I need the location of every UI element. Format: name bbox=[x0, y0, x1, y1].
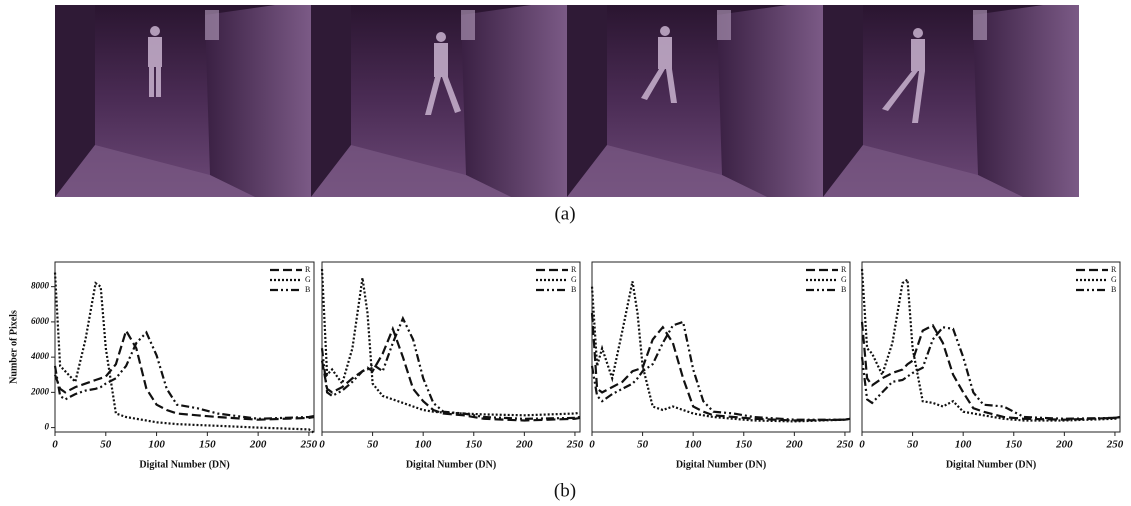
y-tick-label: 8000 bbox=[31, 281, 50, 291]
x-tick-label: 200 bbox=[1055, 439, 1073, 451]
legend-label: R bbox=[571, 265, 577, 274]
legend-label: G bbox=[841, 275, 847, 284]
x-tick-label: 200 bbox=[515, 439, 533, 451]
x-tick-label: 100 bbox=[148, 439, 165, 451]
x-tick-label: 0 bbox=[52, 439, 58, 451]
photo bbox=[567, 5, 823, 197]
plot-frame bbox=[54, 261, 315, 433]
x-axis-label: Digital Number (DN) bbox=[406, 459, 496, 470]
photo bbox=[823, 5, 1079, 197]
x-tick-label: 100 bbox=[685, 439, 702, 451]
plot-frame bbox=[321, 261, 581, 433]
caption: (b) bbox=[554, 480, 576, 501]
x-tick-label: 50 bbox=[367, 439, 379, 451]
x-tick-label: 250 bbox=[566, 439, 584, 451]
series-line bbox=[590, 313, 851, 422]
x-tick-label: 150 bbox=[466, 439, 483, 451]
legend-label: B bbox=[305, 285, 310, 294]
x-tick-label: 50 bbox=[100, 439, 112, 451]
series-line bbox=[53, 272, 315, 434]
series-line bbox=[590, 281, 851, 423]
plot-frame bbox=[591, 261, 851, 433]
series-line bbox=[53, 327, 315, 421]
x-tick-label: 200 bbox=[785, 439, 803, 451]
legend-label: B bbox=[841, 285, 846, 294]
photo bbox=[311, 5, 567, 197]
y-tick-label: 4000 bbox=[30, 351, 50, 361]
legend-label: B bbox=[1111, 285, 1116, 294]
legend-label: R bbox=[305, 265, 311, 274]
x-tick-label: 200 bbox=[249, 439, 267, 451]
x-tick-label: 100 bbox=[955, 439, 972, 451]
y-axis-label: Number of Pixels bbox=[8, 310, 19, 384]
series-line bbox=[860, 268, 1121, 422]
photo-panels bbox=[55, 5, 1079, 197]
legend-label: G bbox=[305, 275, 311, 284]
legend-label: R bbox=[841, 265, 847, 274]
x-tick-label: 250 bbox=[836, 439, 854, 451]
x-tick-label: 250 bbox=[300, 439, 318, 451]
chart: 0 50 100 150 200 250 Digital Number (DN) RGB bbox=[859, 261, 1124, 470]
x-tick-label: 50 bbox=[637, 439, 649, 451]
series-line bbox=[320, 325, 581, 422]
caption: (a) bbox=[554, 203, 575, 224]
legend-label: R bbox=[1111, 265, 1117, 274]
chart: 0 50 100 150 200 250 Digital Number (DN) RGB bbox=[589, 261, 854, 470]
x-axis-label: Digital Number (DN) bbox=[676, 459, 766, 470]
x-tick-label: 0 bbox=[319, 439, 325, 451]
legend-label: G bbox=[1111, 275, 1117, 284]
legend-label: G bbox=[571, 275, 577, 284]
series-line bbox=[320, 268, 581, 417]
x-tick-label: 150 bbox=[1006, 439, 1023, 451]
series-line bbox=[320, 315, 581, 420]
series-line bbox=[53, 330, 315, 420]
series-line bbox=[860, 321, 1121, 421]
plot-frame bbox=[861, 261, 1121, 433]
series-line bbox=[590, 320, 851, 421]
x-axis-label: Digital Number (DN) bbox=[139, 459, 229, 470]
x-axis-label: Digital Number (DN) bbox=[946, 459, 1036, 470]
y-tick-label: 0 bbox=[45, 422, 50, 432]
chart: 0 50 100 150 200 250 Digital Number (DN) RGB bbox=[319, 261, 584, 470]
x-tick-label: 50 bbox=[907, 439, 919, 451]
x-tick-label: 150 bbox=[199, 439, 216, 451]
y-tick-label: 6000 bbox=[31, 316, 50, 326]
photo bbox=[55, 5, 311, 197]
x-tick-label: 150 bbox=[736, 439, 753, 451]
y-tick-label: 2000 bbox=[30, 386, 50, 396]
x-tick-label: 0 bbox=[859, 439, 865, 451]
series-line bbox=[860, 326, 1121, 420]
x-tick-label: 250 bbox=[1106, 439, 1124, 451]
x-tick-label: 0 bbox=[589, 439, 595, 451]
x-tick-label: 100 bbox=[415, 439, 432, 451]
chart: 0 50 100 150 200 250 0 2000 4000 6000 8000 Digital … bbox=[8, 261, 318, 470]
legend-label: B bbox=[571, 285, 576, 294]
